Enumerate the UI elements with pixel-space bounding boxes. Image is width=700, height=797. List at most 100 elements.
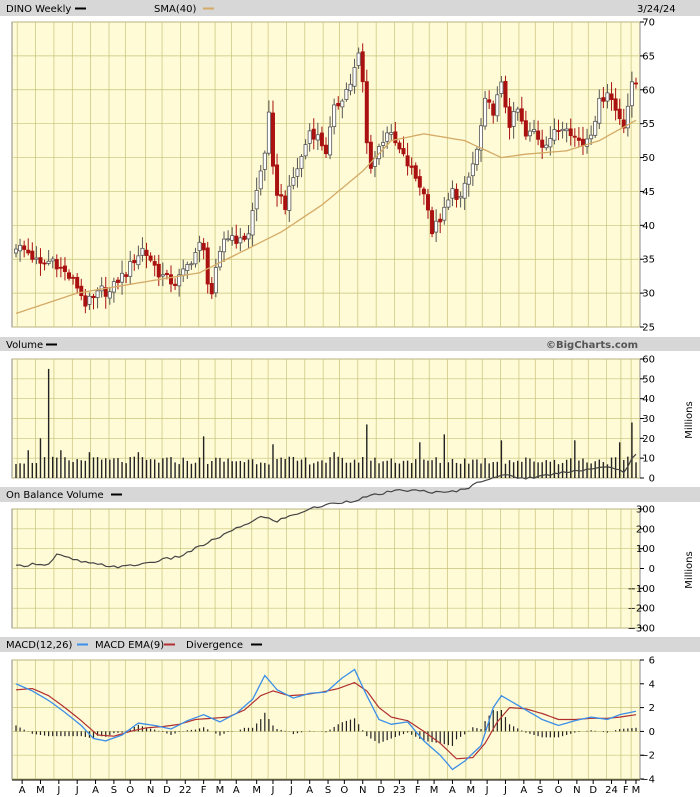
- volume-title: Volume: [6, 340, 43, 351]
- candle-body: [340, 100, 345, 108]
- candle-body: [625, 105, 630, 129]
- macd-ytick-label: 4: [649, 679, 655, 690]
- candle-body: [115, 279, 120, 283]
- candle-body: [462, 182, 467, 199]
- candle-body: [124, 274, 129, 277]
- price-ytick-label: 30: [642, 289, 655, 300]
- candle-body: [540, 139, 545, 148]
- candle-body: [95, 290, 100, 298]
- candle-body: [270, 112, 275, 167]
- candle-body: [397, 142, 402, 150]
- price-ytick-label: 40: [642, 221, 655, 232]
- candle-body: [605, 92, 610, 102]
- candle-body: [523, 120, 528, 137]
- candle-body: [356, 52, 361, 66]
- candle-body: [417, 176, 422, 188]
- candle-body: [307, 130, 312, 144]
- obv-unit-label: Millions: [684, 551, 695, 588]
- candle-body: [67, 272, 72, 279]
- candle-body: [393, 131, 398, 144]
- candle-body: [201, 242, 206, 251]
- volume-unit-label: Millions: [684, 401, 695, 438]
- volume-ytick-label: 0: [649, 474, 655, 485]
- candle-body: [564, 128, 569, 132]
- candle-body: [168, 274, 173, 285]
- candle-body: [136, 255, 141, 266]
- candle-body: [156, 263, 161, 278]
- obv-header-strip: [0, 487, 700, 502]
- macd-panel: −4 −2 0 2 4 6: [11, 656, 655, 786]
- x-tick-label: J: [485, 785, 489, 796]
- candle-body: [103, 287, 108, 297]
- candle-body: [580, 138, 585, 146]
- candle-body: [450, 188, 455, 199]
- macd-plot-area: [11, 659, 641, 780]
- candle-body: [238, 237, 243, 244]
- candle-body: [283, 195, 288, 210]
- price-ytick-label: 60: [642, 85, 655, 96]
- x-tick-label: F: [201, 785, 207, 796]
- candle-body: [279, 194, 284, 197]
- candle-body: [26, 249, 31, 254]
- x-tick-label: A: [306, 785, 313, 796]
- candle-body: [617, 108, 622, 120]
- candle-body: [311, 128, 316, 140]
- volume-ytick-label: 30: [642, 414, 655, 425]
- divergence-label: Divergence: [186, 640, 243, 651]
- x-tick-label: M: [36, 785, 45, 796]
- candle-body: [250, 210, 255, 236]
- x-tick-label: S: [111, 785, 117, 796]
- candle-body: [470, 163, 475, 177]
- x-tick-label: F: [415, 785, 421, 796]
- x-tick-label: A: [233, 785, 240, 796]
- candle-body: [544, 144, 549, 149]
- candle-body: [193, 252, 198, 265]
- candle-body: [487, 99, 492, 103]
- x-tick-label: A: [92, 785, 99, 796]
- candle-body: [287, 185, 292, 211]
- candle-body: [148, 255, 153, 261]
- x-tick-label: J: [75, 785, 79, 796]
- candle-body: [71, 276, 76, 279]
- candle-body: [299, 156, 304, 169]
- candle-body: [405, 155, 410, 167]
- price-ytick-label: 65: [642, 51, 655, 62]
- candle-body: [128, 261, 133, 277]
- obv-ytick-label: −200: [628, 604, 655, 615]
- price-ytick-label: 35: [642, 255, 655, 266]
- candle-body: [478, 125, 483, 151]
- candle-body: [548, 138, 553, 148]
- x-tick-label: O: [340, 785, 348, 796]
- candle-body: [22, 245, 27, 250]
- x-tick-label: J: [289, 785, 293, 796]
- candle-body: [495, 94, 500, 117]
- candle-body: [275, 164, 280, 196]
- candle-body: [348, 83, 353, 92]
- chart-title: DINO Weekly: [6, 4, 71, 15]
- x-tick-label: M: [632, 785, 641, 796]
- candle-body: [58, 266, 63, 269]
- sma40-line: [15, 119, 637, 315]
- candle-body: [368, 141, 373, 169]
- candle-body: [262, 152, 267, 170]
- candle-body: [454, 188, 459, 200]
- candle-body: [164, 272, 169, 275]
- obv-title: On Balance Volume: [6, 490, 104, 501]
- x-tick-label: J: [270, 785, 274, 796]
- candle-body: [258, 170, 263, 190]
- price-ytick-label: 70: [642, 18, 655, 29]
- bigcharts-watermark: ©BigCharts.com: [546, 340, 638, 351]
- candle-body: [328, 126, 333, 156]
- candle-body: [515, 108, 520, 113]
- obv-ytick-label: 100: [636, 544, 655, 555]
- candle-body: [323, 144, 328, 155]
- candle-body: [140, 247, 145, 256]
- macd-line: [15, 668, 637, 771]
- x-tick-label: A: [449, 785, 456, 796]
- macd-ytick-label: 2: [649, 703, 655, 714]
- candle-body: [295, 168, 300, 177]
- candle-body: [536, 130, 541, 140]
- x-tick-label: S: [325, 785, 331, 796]
- candle-body: [303, 144, 308, 157]
